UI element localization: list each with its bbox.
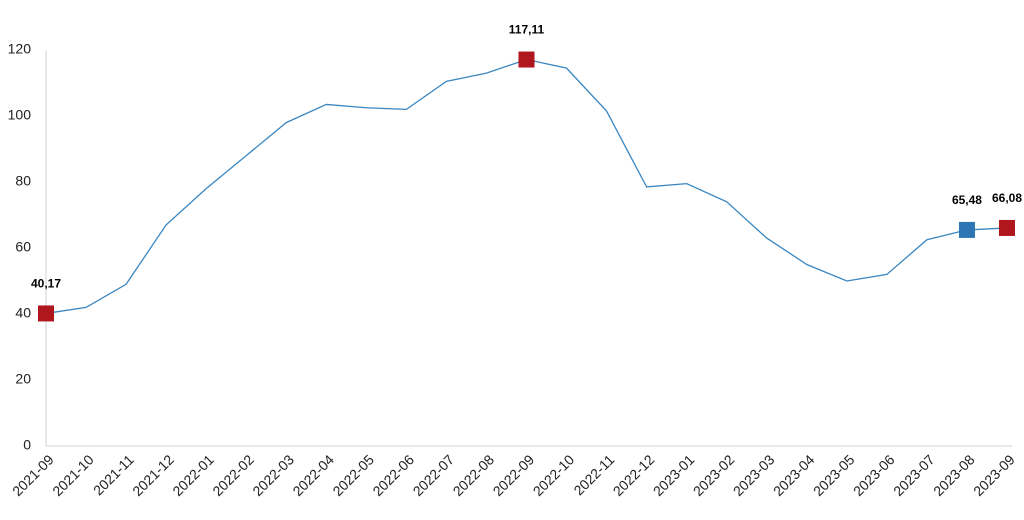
x-tick-label: 2021-10 <box>49 451 97 499</box>
x-tick-label: 2023-08 <box>930 451 978 499</box>
x-tick-label: 2023-09 <box>970 451 1018 499</box>
x-tick-label: 2022-09 <box>490 451 538 499</box>
value-label: 65,48 <box>952 193 982 207</box>
x-tick-label: 2022-05 <box>329 451 377 499</box>
x-tick-label: 2022-01 <box>169 451 217 499</box>
x-tick-label: 2023-04 <box>770 451 818 499</box>
x-tick-label: 2022-08 <box>450 451 498 499</box>
x-tick-label: 2023-03 <box>730 451 778 499</box>
x-tick-label: 2022-07 <box>410 451 458 499</box>
y-tick-label: 120 <box>8 41 32 57</box>
highlight-marker <box>999 219 1015 236</box>
y-tick-label: 100 <box>8 107 32 123</box>
highlight-marker <box>958 221 975 238</box>
y-tick-label: 60 <box>15 239 31 255</box>
x-tick-label: 2021-12 <box>129 451 177 499</box>
x-tick-label: 2022-10 <box>530 451 578 499</box>
x-tick-label: 2023-07 <box>890 451 938 499</box>
value-label: 117,11 <box>509 23 545 37</box>
x-tick-label: 2022-06 <box>369 451 417 499</box>
data-line <box>45 58 1008 315</box>
y-tick-label: 80 <box>15 173 31 189</box>
y-tick-label: 40 <box>15 305 31 321</box>
highlight-marker <box>518 51 535 68</box>
x-tick-label: 2022-04 <box>289 451 337 499</box>
highlight-marker <box>38 305 54 322</box>
x-tick-label: 2022-12 <box>610 451 658 499</box>
y-tick-label: 0 <box>23 437 31 453</box>
value-label: 66,08 <box>992 191 1022 205</box>
x-tick-label: 2022-02 <box>209 451 257 499</box>
x-tick-label: 2022-03 <box>249 451 297 499</box>
x-tick-label: 2022-11 <box>570 451 617 498</box>
y-tick-label: 20 <box>15 371 31 387</box>
x-tick-label: 2023-05 <box>810 451 858 499</box>
x-tick-label: 2021-11 <box>90 451 137 498</box>
value-label: 40,17 <box>31 277 61 291</box>
x-tick-label: 2023-06 <box>850 451 898 499</box>
x-tick-label: 2023-01 <box>650 451 698 499</box>
x-tick-label: 2021-09 <box>9 451 57 499</box>
x-tick-label: 2023-02 <box>690 451 738 499</box>
